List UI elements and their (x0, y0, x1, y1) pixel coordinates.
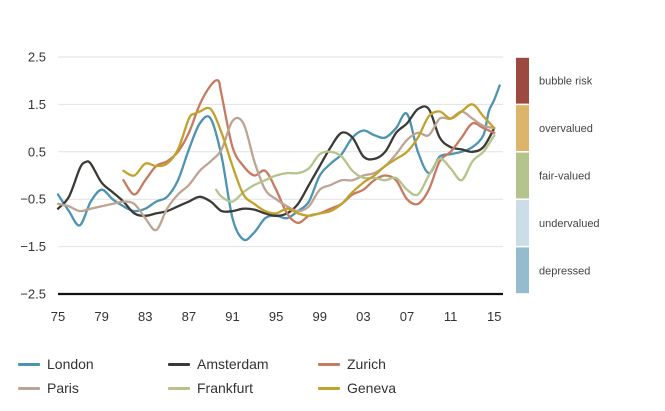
y-axis-tick-labels: 2.5 1.5 0.5 −0.5 −1.5 −2.5 (20, 50, 46, 302)
legend-swatch (18, 362, 40, 366)
legend-swatch (168, 386, 190, 390)
valuation-band-label: overvalued (539, 123, 593, 135)
legend-swatch (168, 362, 190, 366)
y-tick-label: 0.5 (28, 144, 46, 159)
valuation-band-fair-valued (516, 152, 529, 199)
legend-item-geneva: Geneva (318, 380, 468, 396)
x-tick-label: 95 (269, 309, 283, 324)
legend-item-frankfurt: Frankfurt (168, 380, 318, 396)
legend-label: Paris (47, 380, 79, 396)
x-tick-label: 75 (51, 309, 65, 324)
y-tick-label: −2.5 (20, 287, 46, 302)
valuation-band-overvalued (516, 105, 529, 151)
legend-swatch (318, 362, 340, 366)
valuation-band-bubble-risk (516, 57, 529, 104)
series-line-geneva (122, 103, 496, 217)
x-tick-label: 03 (356, 309, 370, 324)
legend-label: London (47, 356, 94, 372)
valuation-band-depressed (516, 247, 529, 294)
legend-item-amsterdam: Amsterdam (168, 356, 318, 372)
legend-row: Paris Frankfurt Geneva (18, 376, 478, 400)
legend-swatch (318, 386, 340, 390)
y-tick-label: −0.5 (20, 192, 46, 207)
x-tick-label: 07 (400, 309, 414, 324)
legend-label: Zurich (347, 356, 386, 372)
legend-item-zurich: Zurich (318, 356, 468, 372)
x-tick-label: 99 (313, 309, 327, 324)
legend: London Amsterdam Zurich Paris Frankfurt Gene… (18, 352, 478, 400)
x-axis-tick-labels: 75 79 83 87 91 95 99 03 07 11 15 (51, 309, 502, 324)
valuation-band-label: depressed (539, 265, 590, 277)
legend-item-london: London (18, 356, 168, 372)
x-tick-label: 79 (94, 309, 108, 324)
series-line-frankfurt (214, 134, 496, 203)
legend-label: Frankfurt (197, 380, 254, 396)
x-tick-label: 87 (182, 309, 196, 324)
series-line-london (56, 84, 501, 242)
legend-item-paris: Paris (18, 380, 168, 396)
legend-row: London Amsterdam Zurich (18, 352, 478, 376)
legend-swatch (18, 386, 40, 390)
valuation-band-label: undervalued (539, 218, 600, 230)
valuation-band-label: bubble risk (539, 76, 593, 88)
x-tick-label: 83 (138, 309, 152, 324)
line-chart: 2.5 1.5 0.5 −0.5 −1.5 −2.5 75 79 83 87 91 95 99 03 07… (20, 50, 600, 325)
y-tick-label: −1.5 (20, 239, 46, 254)
y-tick-label: 2.5 (28, 50, 46, 65)
legend-label: Geneva (347, 380, 397, 396)
series-line-zurich (122, 79, 496, 225)
x-tick-label: 11 (444, 309, 458, 324)
valuation-band-undervalued (516, 200, 529, 246)
series-lines (56, 79, 501, 242)
x-tick-label: 15 (487, 309, 501, 324)
y-tick-label: 1.5 (28, 97, 46, 112)
legend-label: Amsterdam (197, 356, 269, 372)
gridlines (58, 56, 503, 296)
valuation-scale: bubble risk overvalued fair-valued underval… (516, 57, 600, 294)
valuation-band-label: fair-valued (539, 171, 590, 183)
x-tick-label: 91 (225, 309, 239, 324)
